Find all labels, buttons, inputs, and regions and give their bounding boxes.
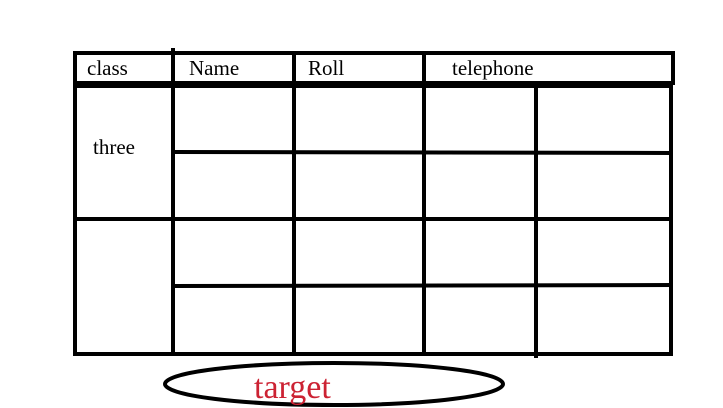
class-value-cell: three xyxy=(93,135,135,159)
header-telephone: telephone xyxy=(452,56,534,80)
body-hline-inner-2 xyxy=(172,283,674,288)
body-hline-inner-1 xyxy=(172,150,674,155)
header-class: class xyxy=(87,56,128,80)
target-ellipse xyxy=(163,361,505,407)
table-body: three xyxy=(73,84,674,358)
header-name: Name xyxy=(189,56,239,80)
target-label: target xyxy=(254,369,331,406)
header-roll: Roll xyxy=(308,56,344,80)
target-annotation: target xyxy=(163,361,505,407)
table-header-row: class Name Roll telephone xyxy=(73,48,675,85)
header-frame xyxy=(73,51,675,85)
